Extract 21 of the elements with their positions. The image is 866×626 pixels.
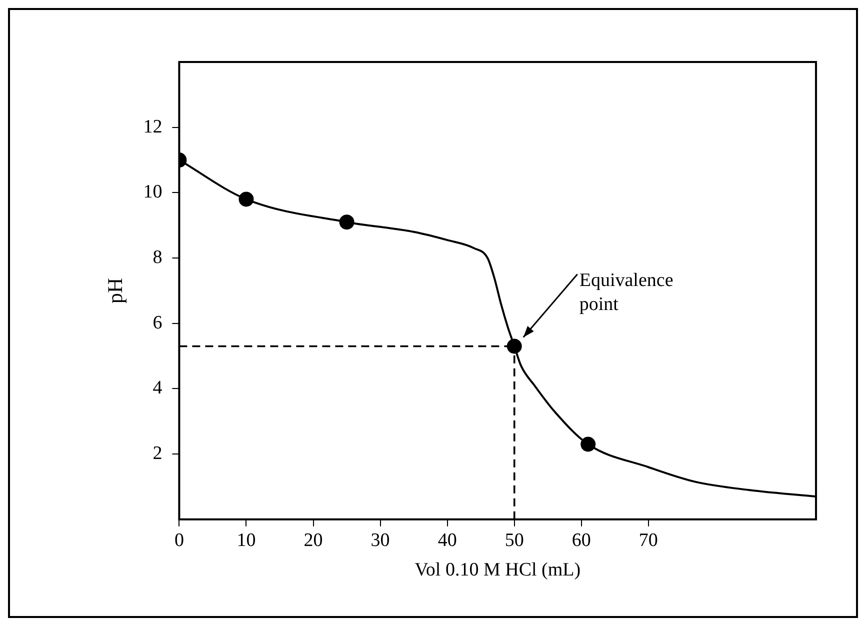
y-tick-label: 8	[152, 247, 162, 268]
annotation: Equivalence point	[579, 270, 674, 316]
y-tick-label: 10	[143, 182, 162, 203]
x-tick-label: 70	[638, 530, 658, 551]
y-tick-label: 6	[152, 312, 162, 334]
x-axis-title: Vol 0.10 M HCl (mL)	[414, 560, 581, 581]
x-tick-label: 60	[572, 530, 591, 551]
x-tick-label: 20	[304, 530, 323, 551]
y-axis-title: pH	[103, 278, 128, 304]
point	[506, 338, 522, 354]
point	[339, 214, 354, 230]
y-tick-label: 2	[152, 443, 162, 464]
x-tick-label: 40	[438, 530, 457, 551]
point	[580, 436, 596, 452]
x-tick-label: 10	[236, 530, 256, 551]
y-tick-label: 4	[152, 378, 163, 399]
x-tick-label: 0	[174, 530, 184, 551]
x-tick-label: 30	[370, 530, 390, 551]
point	[238, 192, 254, 207]
x-tick-label: 50	[504, 530, 524, 551]
y-tick-label: 12	[143, 116, 162, 138]
